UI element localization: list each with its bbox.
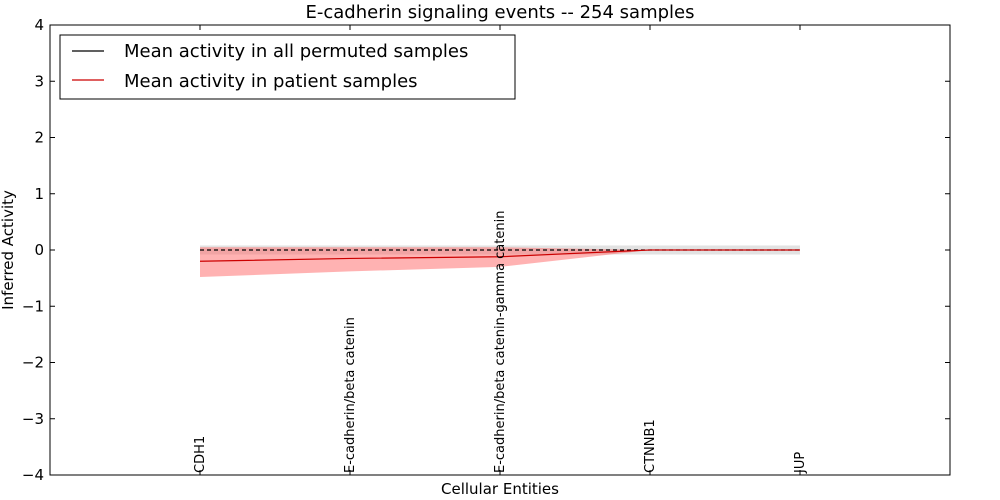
y-tick-label: −3 bbox=[22, 410, 44, 428]
x-category-label: E-cadherin/beta catenin bbox=[343, 317, 358, 473]
x-category-label: JUP bbox=[793, 452, 808, 474]
legend: Mean activity in all permuted samples Me… bbox=[59, 34, 516, 100]
y-tick-label: 0 bbox=[34, 241, 44, 259]
x-axis-title: Cellular Entities bbox=[441, 480, 559, 498]
legend-label-patient: Mean activity in patient samples bbox=[124, 71, 418, 92]
x-axis: CDH1 E-cadherin/beta catenin E-cadherin/be… bbox=[193, 25, 808, 475]
y-tick-label: 3 bbox=[34, 72, 44, 90]
y-tick-label: −2 bbox=[22, 354, 44, 372]
x-category-label: E-cadherin/beta catenin-gamma catenin bbox=[493, 211, 508, 473]
legend-label-permuted: Mean activity in all permuted samples bbox=[124, 41, 468, 62]
legend-box bbox=[59, 34, 516, 100]
series-lines bbox=[199, 249, 801, 262]
y-axis: −4 −3 −2 −1 0 1 2 3 4 bbox=[22, 16, 950, 484]
y-tick-label: 4 bbox=[34, 16, 44, 34]
y-tick-label: −4 bbox=[22, 466, 44, 484]
y-tick-label: −1 bbox=[22, 297, 44, 315]
y-tick-label: 2 bbox=[34, 129, 44, 147]
chart-title: E-cadherin signaling events -- 254 sampl… bbox=[305, 2, 694, 23]
x-category-label: CDH1 bbox=[193, 436, 208, 473]
y-tick-label: 1 bbox=[34, 185, 44, 203]
band-series-1 bbox=[200, 247, 800, 277]
x-category-label: CTNNB1 bbox=[643, 419, 658, 473]
y-axis-title: Inferred Activity bbox=[0, 190, 17, 310]
